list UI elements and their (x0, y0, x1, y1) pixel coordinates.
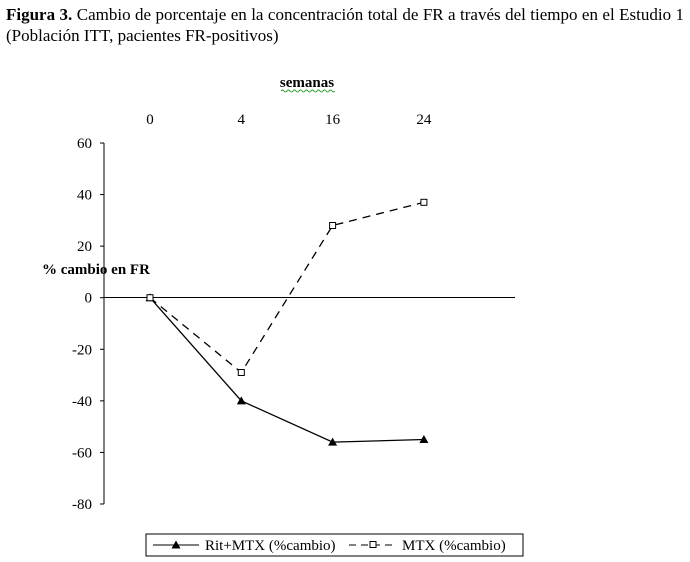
series-layer (145, 198, 429, 446)
legend-marker-square-icon (369, 541, 377, 548)
x-tick-label: 16 (325, 112, 341, 128)
data-point-square (329, 222, 337, 230)
data-point-triangle (328, 437, 338, 446)
x-axis-title-group: semanas (280, 75, 336, 93)
legend-box (145, 533, 524, 557)
y-tick-label: -80 (72, 497, 92, 513)
figure-caption: Figura 3. Cambio de porcentaje en la con… (6, 4, 684, 46)
y-tick-label: 20 (77, 239, 92, 255)
x-tick-label: 0 (146, 112, 154, 128)
data-point-square (237, 368, 245, 376)
legend-marker-triangle-icon (171, 540, 181, 549)
y-tick-label: 60 (77, 136, 92, 152)
data-point-square (420, 198, 428, 206)
spell-check-squiggle (280, 89, 336, 93)
series-line-rit-mtx (149, 297, 424, 443)
figure-caption-text: Cambio de porcentaje en la concentración… (6, 5, 685, 45)
data-point-triangle (419, 435, 429, 444)
data-point-triangle (236, 396, 246, 405)
x-tick-label: 24 (416, 112, 432, 128)
y-tick-label: 40 (77, 188, 92, 204)
x-tick-label: 4 (238, 112, 246, 128)
data-point-square (146, 294, 154, 302)
legend-label-mtx: MTX (%cambio) (402, 538, 506, 554)
x-tick-labels: 0 4 16 24 (146, 112, 432, 128)
y-tick-label: -60 (72, 445, 92, 461)
x-axis-title: semanas (280, 75, 334, 91)
legend: Rit+MTX (%cambio) MTX (%cambio) (145, 533, 524, 557)
series-line-mtx (149, 201, 425, 374)
y-tick-label: -20 (72, 342, 92, 358)
figure-label: Figura 3. (6, 5, 73, 24)
y-axis-title: % cambio en FR (42, 262, 150, 278)
y-tick-label: 0 (85, 291, 93, 307)
y-tick-labels: 60 40 20 0 -20 -40 -60 -80 (72, 136, 104, 513)
legend-label-rit-mtx: Rit+MTX (%cambio) (205, 538, 336, 554)
y-tick-label: -40 (72, 394, 92, 410)
